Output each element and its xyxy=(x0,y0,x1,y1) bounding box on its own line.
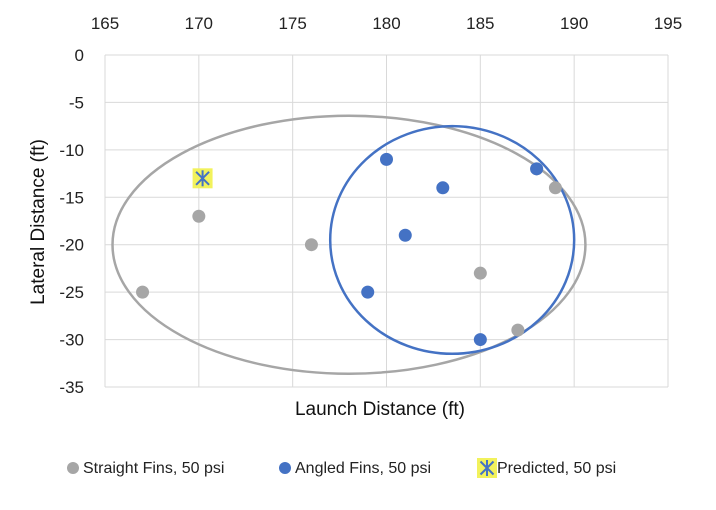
y-axis-title: Lateral Distance (ft) xyxy=(28,139,49,305)
y-tick-label: -5 xyxy=(69,93,84,112)
angled-fins-ellipse xyxy=(328,124,576,356)
x-tick-label: 170 xyxy=(185,14,213,33)
straight-fins-point xyxy=(136,285,150,299)
y-axis-ticks: 0 -5 -10 -15 -20 -25 -30 -35 xyxy=(59,46,84,397)
x-tick-label: 195 xyxy=(654,14,682,33)
y-tick-label: -20 xyxy=(59,236,84,255)
grid xyxy=(104,54,669,388)
legend-item: Angled Fins, 50 psi xyxy=(279,460,431,477)
legend-label: Angled Fins, 50 psi xyxy=(295,460,431,477)
predicted-point xyxy=(192,168,213,189)
angled-fins-point xyxy=(436,181,450,195)
angled-fins-point xyxy=(530,162,544,176)
cluster-ellipses xyxy=(111,114,587,375)
angled-fins-point xyxy=(361,285,375,299)
y-tick-label: -15 xyxy=(59,188,84,207)
legend-label: Straight Fins, 50 psi xyxy=(83,460,224,477)
y-tick-label: -10 xyxy=(59,141,84,160)
x-tick-label: 190 xyxy=(560,14,588,33)
x-axis-ticks: 165 170 175 180 185 190 195 xyxy=(91,14,682,33)
x-tick-label: 165 xyxy=(91,14,119,33)
angled-fins-point xyxy=(473,333,487,347)
angled-fins-point xyxy=(398,228,412,242)
x-tick-label: 185 xyxy=(466,14,494,33)
straight-fins-point xyxy=(548,181,562,195)
legend-label: Predicted, 50 psi xyxy=(497,460,616,477)
x-tick-label: 175 xyxy=(278,14,306,33)
legend: Straight Fins, 50 psi Angled Fins, 50 psi… xyxy=(67,458,616,478)
legend-marker-predicted xyxy=(477,458,497,478)
data-points xyxy=(136,152,562,347)
legend-item: Predicted, 50 psi xyxy=(477,458,616,478)
straight-fins-point xyxy=(192,209,206,223)
x-tick-label: 180 xyxy=(372,14,400,33)
y-tick-label: 0 xyxy=(75,46,84,65)
legend-marker xyxy=(279,462,291,474)
straight-fins-point xyxy=(473,266,487,280)
angled-fins-point xyxy=(380,152,393,166)
y-tick-label: -30 xyxy=(59,331,84,350)
y-tick-label: -35 xyxy=(59,378,84,397)
straight-fins-ellipse xyxy=(111,114,587,375)
straight-fins-point xyxy=(511,323,525,337)
x-axis-title: Launch Distance (ft) xyxy=(295,399,465,420)
straight-fins-point xyxy=(304,238,318,252)
y-tick-label: -25 xyxy=(59,283,84,302)
legend-item: Straight Fins, 50 psi xyxy=(67,460,224,477)
legend-marker xyxy=(67,462,79,474)
